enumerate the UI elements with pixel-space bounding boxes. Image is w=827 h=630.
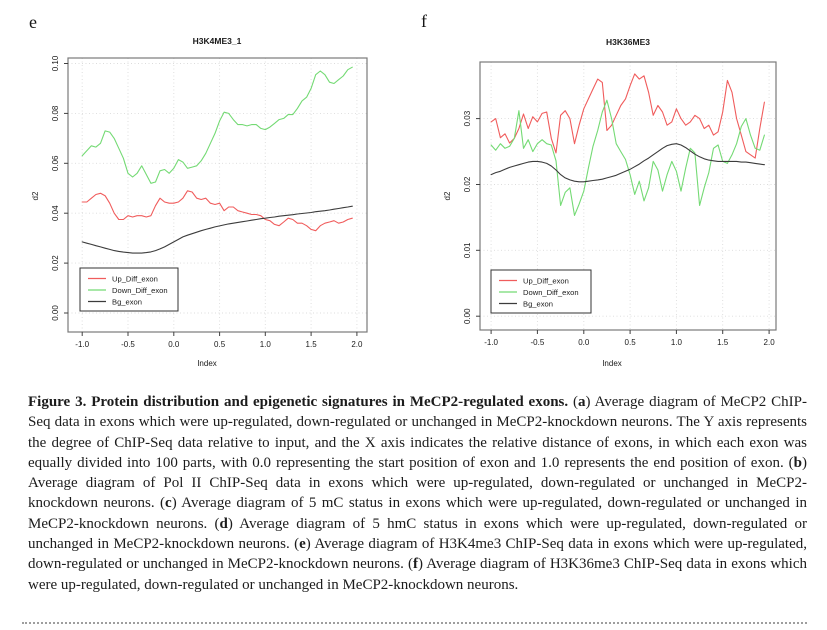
x-tick-label: 1.0 (671, 338, 683, 347)
x-tick-label: -1.0 (75, 340, 89, 349)
figure-caption: Figure 3. Protein distribution and epige… (28, 392, 807, 595)
legend-label: Bg_exon (112, 297, 142, 306)
x-tick-label: 0.0 (578, 338, 590, 347)
legend-label: Up_Diff_exon (523, 276, 569, 285)
caption-text: ) Average diagram of Pol II ChIP-Seq dat… (28, 454, 807, 512)
x-tick-label: -1.0 (484, 338, 498, 347)
series-line-up_diff_exon (81, 190, 353, 232)
caption-text: ) Average diagram of 5 hmC status in exo… (28, 515, 807, 553)
caption-bold-text: d (219, 515, 228, 532)
panel-letter-f: f (421, 11, 427, 31)
x-axis-label: Index (197, 359, 217, 368)
x-tick-label: 0.5 (214, 340, 226, 349)
series-line-bg_exon (490, 143, 765, 183)
charts-canvas: -1.0 -0.5 0.0 0.5 1.0 1.5 2.0 0.00 0.02 0.04 0.06 0… (31, 36, 777, 368)
y-tick-label: 0.03 (463, 110, 472, 126)
caption-bottom-rule (22, 613, 807, 624)
x-axis-label: Index (602, 359, 622, 368)
y-axis-label: d2 (31, 191, 40, 200)
x-tick-label: 1.5 (306, 340, 318, 349)
legend-label: Down_Diff_exon (112, 286, 168, 295)
legend-label: Up_Diff_exon (112, 274, 158, 283)
chart-title: H3K4ME3_1 (193, 36, 242, 46)
caption-bold-text: b (793, 454, 802, 471)
x-tick-label: 2.0 (764, 338, 776, 347)
x-tick-label: 1.5 (717, 338, 729, 347)
series-line-up_diff_exon (490, 73, 765, 159)
y-tick-label: 0.06 (51, 155, 60, 171)
x-tick-label: 0.5 (625, 338, 637, 347)
y-axis-label: d2 (443, 191, 452, 200)
series-line-down_diff_exon (490, 99, 765, 216)
y-tick-label: 0.10 (51, 55, 60, 71)
caption-bold-text: a (578, 394, 586, 410)
caption-text: ) Average diagram of MeCP2 ChIP-Seq data… (28, 394, 807, 471)
series-line-bg_exon (81, 205, 353, 254)
y-tick-label: 0.02 (51, 255, 60, 271)
x-tick-label: -0.5 (121, 340, 135, 349)
series-line-down_diff_exon (81, 66, 353, 184)
x-tick-label: -0.5 (531, 338, 545, 347)
y-tick-label: 0.00 (51, 305, 60, 321)
chart-panel-e: -1.0 -0.5 0.0 0.5 1.0 1.5 2.0 0.00 0.02 0.04 0.06 0… (31, 36, 368, 368)
plot-border (479, 61, 777, 331)
caption-bold-text: Figure 3. Protein distribution and epige… (28, 394, 573, 410)
x-tick-label: 0.0 (168, 340, 180, 349)
caption-bold-text: f (412, 556, 418, 573)
chart-title: H3K36ME3 (606, 37, 650, 47)
y-tick-label: 0.02 (463, 176, 472, 192)
panel-letter-e: e (29, 12, 37, 32)
legend-label: Bg_exon (523, 299, 553, 308)
x-tick-label: 2.0 (351, 340, 363, 349)
plot-border (67, 57, 368, 333)
caption-text: ( (573, 394, 578, 410)
legend-label: Down_Diff_exon (523, 288, 579, 297)
x-tick-label: 1.0 (260, 340, 272, 349)
caption-text: ) Average diagram of H3K4me3 ChIP-Seq da… (28, 536, 807, 573)
chart-panel-f: -1.0 -0.5 0.0 0.5 1.0 1.5 2.0 0.00 0.01 0.02 0.03 H… (443, 37, 777, 368)
caption-bold-text: e (299, 536, 306, 553)
y-tick-label: 0.04 (51, 205, 60, 221)
y-tick-label: 0.08 (51, 105, 60, 121)
y-tick-label: 0.01 (463, 242, 472, 258)
caption-text: ) Average diagram of H3K36me3 ChIP-Seq d… (28, 556, 807, 593)
caption-bold-text: c (165, 495, 172, 512)
y-tick-label: 0.00 (463, 308, 472, 324)
caption-text: ) Average diagram of 5 mC status in exon… (28, 495, 807, 532)
